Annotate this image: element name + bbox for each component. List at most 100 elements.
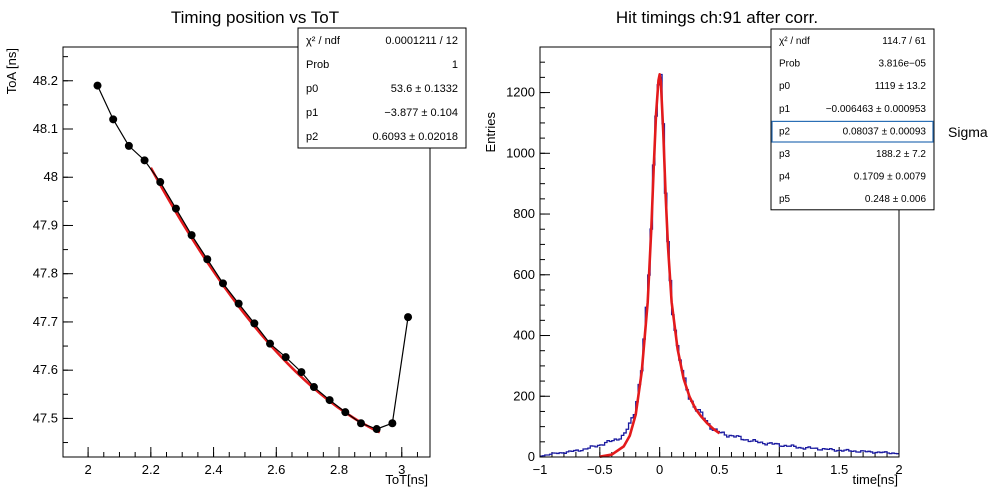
left-data-marker xyxy=(325,396,334,405)
left-stats-box-frame xyxy=(297,27,467,149)
right-y-tick-label: 400 xyxy=(513,328,535,343)
left-stats-value: 0.0001211 / 12 xyxy=(385,35,458,47)
left-stats-label: p0 xyxy=(306,83,318,95)
left-x-axis-label: ToT[ns] xyxy=(385,472,428,487)
left-x-tick-label: 2.2 xyxy=(142,462,160,477)
right-x-tick-label: 1 xyxy=(776,462,783,477)
left-y-tick-label: 47.5 xyxy=(33,410,58,425)
right-stats-value: 1119 ± 13.2 xyxy=(875,81,927,92)
left-x-tick-label: 2.8 xyxy=(330,462,348,477)
sigma-annotation: Sigma xyxy=(948,124,988,140)
right-stats-value: 3.816e−05 xyxy=(878,59,926,70)
left-y-tick-labels: 47.5 47.6 47.7 47.8 47.9 48 48.1 48.2 xyxy=(33,73,58,426)
right-chart-title: Hit timings ch:91 after corr. xyxy=(616,8,818,27)
right-y-tick-labels: 0 200 400 600 800 1000 1200 xyxy=(506,85,535,464)
right-y-tick-label: 600 xyxy=(513,267,535,282)
right-stats-value: 0.248 ± 0.006 xyxy=(865,194,927,205)
right-fit-curve-group xyxy=(599,73,721,458)
right-stats-label: χ² / ndf xyxy=(779,36,810,47)
left-x-tick-labels: 2 2.2 2.4 2.6 2.8 3 xyxy=(84,462,405,477)
right-stats-value: 114.7 / 61 xyxy=(882,36,926,47)
right-stats-label: p3 xyxy=(779,149,791,160)
left-data-marker xyxy=(140,156,149,165)
left-data-marker xyxy=(218,279,227,288)
left-data-marker xyxy=(404,313,413,322)
left-x-tick-label: 2 xyxy=(84,462,91,477)
right-y-tick-label: 0 xyxy=(528,449,535,464)
left-y-tick-label: 48 xyxy=(44,169,58,184)
right-stats-label: p0 xyxy=(779,81,791,92)
left-fit-curve xyxy=(149,167,381,434)
left-data-marker xyxy=(372,425,381,434)
right-fit-curve xyxy=(599,73,721,458)
right-tick-marks xyxy=(539,46,900,458)
right-x-tick-label: −0.5 xyxy=(587,462,613,477)
right-x-tick-label: 1.5 xyxy=(830,462,848,477)
right-stats-value: 188.2 ± 7.2 xyxy=(876,149,926,160)
right-stats-label: p4 xyxy=(779,172,791,183)
left-data-marker xyxy=(171,204,180,213)
left-x-tick-label: 2.4 xyxy=(205,462,223,477)
right-stats-box: χ² / ndf 114.7 / 61 Prob 3.816e−05 p0 1119 ± … xyxy=(770,28,935,211)
right-x-tick-label: 2 xyxy=(895,462,902,477)
left-stats-value: 1 xyxy=(452,59,458,71)
left-data-marker xyxy=(156,178,165,187)
left-stats-box: χ² / ndf 0.0001211 / 12 Prob 1 p0 53.6 ± 0.13… xyxy=(297,27,467,149)
left-data-marker xyxy=(388,419,397,428)
left-data-marker xyxy=(234,299,243,308)
right-stats-label: Prob xyxy=(779,59,801,70)
left-data-marker xyxy=(356,419,365,428)
left-data-marker xyxy=(250,319,259,328)
right-chart-panel: Hit timings ch:91 after corr. −1 −0.5 0 0.5… xyxy=(483,8,988,487)
left-stats-label: p1 xyxy=(306,107,318,119)
left-chart-title: Timing position vs ToT xyxy=(171,8,339,27)
left-data-marker xyxy=(109,115,118,124)
left-data-marker xyxy=(203,255,212,264)
left-stats-label: p2 xyxy=(306,131,318,143)
right-x-axis-label: time[ns] xyxy=(852,472,898,487)
left-stats-value: 53.6 ± 0.1332 xyxy=(391,83,458,95)
left-stats-label: Prob xyxy=(306,59,329,71)
right-x-tick-labels: −1 −0.5 0 0.5 1 1.5 2 xyxy=(533,462,903,477)
left-stats-value: −3.877 ± 0.104 xyxy=(384,107,458,119)
right-stats-value: 0.08037 ± 0.00093 xyxy=(843,126,927,137)
left-x-tick-label: 3 xyxy=(398,462,405,477)
right-y-tick-label: 200 xyxy=(513,388,535,403)
right-y-tick-label: 1200 xyxy=(506,85,535,100)
left-data-marker xyxy=(124,141,133,150)
right-stats-label: p2 xyxy=(779,126,791,137)
left-data-marker xyxy=(309,383,318,392)
left-tick-marks xyxy=(63,56,418,457)
right-y-tick-label: 800 xyxy=(513,206,535,221)
left-y-tick-label: 48.1 xyxy=(33,121,58,136)
right-y-tick-label: 1000 xyxy=(506,145,535,160)
right-x-tick-label: 0.5 xyxy=(710,462,728,477)
right-x-tick-label: −1 xyxy=(533,462,548,477)
left-stats-label: χ² / ndf xyxy=(306,35,341,47)
left-y-tick-label: 48.2 xyxy=(33,73,58,88)
left-data-points xyxy=(93,81,413,434)
left-y-tick-label: 47.7 xyxy=(33,314,58,329)
left-y-tick-label: 47.6 xyxy=(33,362,58,377)
right-stats-highlight-box xyxy=(771,120,934,143)
left-data-marker xyxy=(297,368,306,377)
left-data-marker xyxy=(187,231,196,240)
left-data-marker xyxy=(341,408,350,417)
left-fit-curve-group xyxy=(149,167,381,434)
right-stats-box-frame xyxy=(770,28,935,211)
left-x-tick-label: 2.6 xyxy=(267,462,285,477)
left-data-marker xyxy=(281,353,290,362)
left-y-tick-label: 47.8 xyxy=(33,266,58,281)
right-plot-frame xyxy=(539,46,900,458)
right-stats-value: −0.006463 ± 0.000953 xyxy=(826,104,927,115)
right-y-axis-label: Entries xyxy=(483,112,498,153)
left-plot-frame xyxy=(62,46,431,458)
left-stats-value: 0.6093 ± 0.02018 xyxy=(372,131,458,143)
right-stats-label: p5 xyxy=(779,194,791,205)
left-y-axis-label: ToA [ns] xyxy=(4,48,19,94)
left-data-marker xyxy=(266,339,275,348)
left-y-tick-label: 47.9 xyxy=(33,217,58,232)
left-data-marker xyxy=(93,81,102,90)
right-stats-value: 0.1709 ± 0.0079 xyxy=(854,172,927,183)
